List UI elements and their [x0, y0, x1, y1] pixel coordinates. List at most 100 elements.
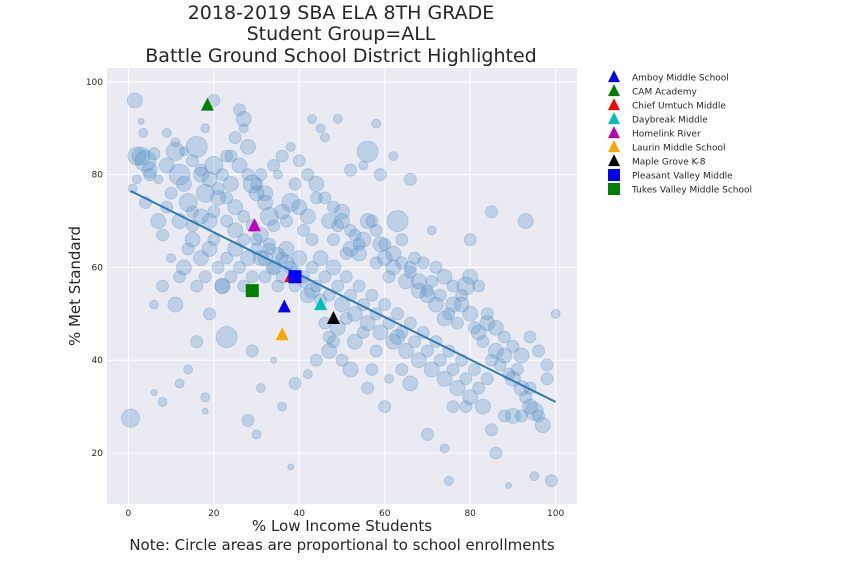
- school-bubble: [210, 189, 226, 206]
- school-bubble: [540, 372, 554, 386]
- school-bubble: [309, 191, 323, 205]
- bubble-layer: [121, 92, 561, 489]
- school-bubble: [352, 279, 366, 293]
- school-bubble: [181, 242, 195, 256]
- school-bubble: [480, 372, 494, 386]
- school-bubble: [334, 213, 350, 229]
- school-bubble: [446, 363, 460, 376]
- school-bubble: [214, 278, 231, 294]
- plot-area: [107, 68, 577, 504]
- school-bubble: [153, 174, 164, 185]
- legend-marker-chief-umtuch-middle: [608, 98, 620, 111]
- school-bubble: [147, 147, 161, 161]
- school-bubble: [299, 208, 316, 225]
- school-bubble: [378, 298, 392, 311]
- school-bubble: [285, 141, 296, 152]
- school-bubble: [321, 213, 338, 229]
- school-bubble: [339, 312, 353, 325]
- school-bubble: [443, 475, 454, 486]
- school-bubble: [137, 117, 145, 125]
- school-bubble: [193, 208, 209, 225]
- school-bubble: [378, 237, 392, 251]
- school-bubble: [361, 381, 375, 395]
- school-bubble: [161, 128, 172, 138]
- legend-marker-pleasant-valley-middle: [608, 169, 620, 181]
- school-bubble: [164, 186, 178, 200]
- school-bubble: [339, 270, 353, 284]
- school-bubble: [176, 176, 192, 192]
- school-bubble: [325, 259, 342, 276]
- y-tick-label: 80: [92, 171, 104, 181]
- school-bubble: [428, 296, 444, 313]
- school-bubble: [327, 200, 340, 214]
- school-bubble: [273, 169, 283, 180]
- school-bubble: [398, 273, 414, 290]
- school-bubble: [489, 446, 503, 460]
- school-bubble: [425, 274, 439, 288]
- school-bubble: [421, 344, 434, 358]
- school-bubble: [190, 335, 204, 349]
- school-bubble: [257, 185, 273, 202]
- school-bubble: [505, 482, 513, 489]
- school-bubble: [262, 237, 276, 251]
- school-bubble: [126, 92, 143, 109]
- school-bubble: [487, 343, 504, 359]
- school-bubble: [121, 408, 140, 428]
- school-bubble: [411, 282, 427, 299]
- school-bubble: [227, 222, 244, 239]
- school-bubble: [453, 296, 470, 313]
- chart-title-line-2: Student Group=ALL: [247, 23, 436, 45]
- school-bubble: [513, 347, 530, 364]
- school-bubble: [408, 335, 422, 349]
- school-bubble: [532, 344, 545, 358]
- school-bubble: [369, 256, 383, 270]
- school-bubble: [395, 363, 409, 376]
- school-bubble: [385, 333, 402, 350]
- school-bubble: [138, 128, 149, 138]
- school-bubble: [308, 176, 325, 192]
- school-bubble: [436, 310, 453, 327]
- school-bubble: [433, 353, 447, 367]
- school-bubble: [359, 315, 376, 332]
- y-tick-label: 40: [92, 356, 104, 366]
- school-bubble: [215, 326, 238, 348]
- school-bubble: [517, 213, 534, 229]
- school-bubble: [462, 305, 479, 322]
- school-bubble: [416, 256, 430, 270]
- school-bubble: [179, 146, 189, 157]
- chart-title-line-1: 2018-2019 SBA ELA 8TH GRADE: [188, 2, 495, 24]
- school-bubble: [378, 400, 392, 413]
- legend-marker-amboy-middle-school: [608, 70, 620, 83]
- school-bubble: [158, 157, 175, 174]
- legend-label-pleasant-valley-middle: Pleasant Valley Middle: [632, 172, 733, 182]
- school-bubble: [475, 398, 491, 415]
- y-tick-label: 100: [86, 78, 103, 88]
- school-bubble: [248, 185, 265, 202]
- school-bubble: [386, 210, 409, 232]
- school-bubble: [493, 358, 507, 372]
- school-bubble: [331, 219, 345, 233]
- school-bubble: [334, 296, 350, 313]
- school-bubble: [251, 429, 262, 440]
- highlighted-schools: [200, 97, 340, 341]
- school-bubble: [201, 171, 218, 188]
- school-bubble: [275, 149, 289, 163]
- school-bubble: [411, 273, 427, 290]
- school-bubble: [127, 146, 147, 166]
- school-bubble: [352, 237, 366, 251]
- legend-label-cam-academy: CAM Academy: [632, 88, 698, 98]
- school-bubble: [439, 443, 450, 454]
- school-bubble: [485, 353, 498, 367]
- school-bubble: [231, 157, 248, 174]
- school-bubble: [201, 407, 209, 415]
- school-bubble: [173, 270, 187, 284]
- school-bubble: [496, 347, 513, 364]
- school-bubble: [419, 287, 436, 304]
- school-bubble: [305, 261, 319, 274]
- school-bubble: [529, 471, 540, 482]
- school-bubble: [449, 380, 466, 396]
- school-bubble: [506, 339, 520, 353]
- school-bubble: [510, 363, 524, 376]
- x-tick-label: 20: [208, 509, 220, 519]
